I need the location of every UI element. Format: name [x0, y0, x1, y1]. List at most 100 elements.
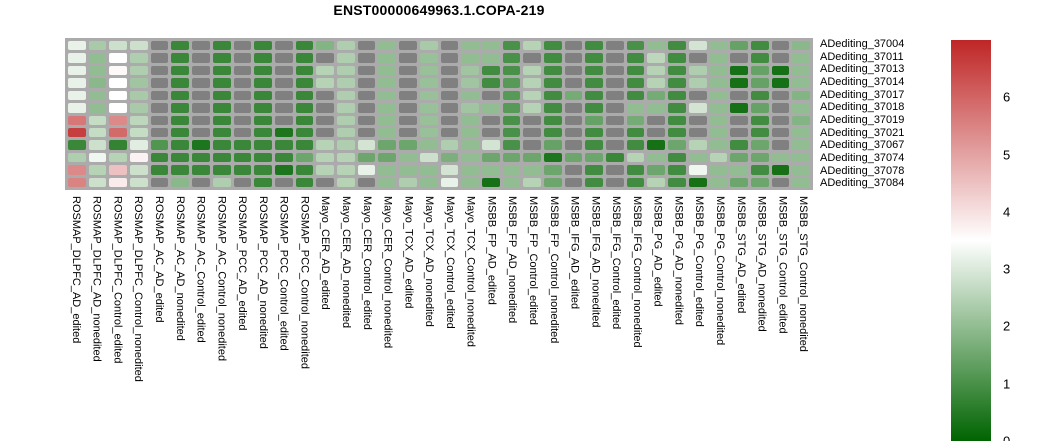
heatmap-cell: [606, 78, 624, 88]
row-label: ADediting_37017: [820, 88, 905, 101]
heatmap-cell: [771, 65, 790, 76]
heatmap-cell: [337, 177, 355, 187]
row-label: ADediting_37067: [820, 139, 905, 152]
heatmap-cell: [585, 165, 604, 175]
column-label: Mayo_CER_Control_edited: [360, 196, 373, 330]
heatmap-cell: [502, 115, 521, 125]
heatmap-cell: [337, 127, 355, 138]
heatmap-cell: [481, 103, 500, 113]
heatmap-cell: [481, 41, 500, 51]
heatmap-cell: [357, 177, 376, 187]
heatmap-cell: [792, 53, 810, 63]
heatmap-cell: [316, 41, 335, 51]
heatmap-cell: [254, 177, 272, 187]
heatmap-cell: [68, 127, 86, 138]
heatmap-cell: [357, 41, 376, 51]
heatmap-cell: [543, 152, 562, 163]
heatmap-cell: [564, 140, 583, 150]
heatmap-cell: [626, 90, 645, 101]
heatmap-cell: [792, 65, 810, 76]
colorbar-tick-label: 3: [1003, 261, 1011, 277]
heatmap-cell: [440, 115, 459, 125]
heatmap-cell: [316, 177, 335, 187]
heatmap-cell: [130, 65, 148, 76]
heatmap-cell: [606, 165, 624, 175]
heatmap-cell: [88, 152, 107, 163]
heatmap-cell: [68, 115, 86, 125]
heatmap-cell: [419, 53, 438, 63]
heatmap-cell: [709, 140, 728, 150]
column-label: Mayo_TCX_AD_edited: [402, 196, 415, 309]
heatmap-cell: [109, 103, 128, 113]
heatmap-cell: [523, 140, 541, 150]
heatmap-cell: [233, 140, 252, 150]
heatmap-cell: [543, 140, 562, 150]
heatmap-cell: [585, 103, 604, 113]
heatmap-cell: [523, 177, 541, 187]
heatmap-cell: [233, 103, 252, 113]
heatmap-cell: [254, 152, 272, 163]
heatmap-cell: [357, 152, 376, 163]
heatmap-cell: [88, 165, 107, 175]
heatmap-cell: [233, 115, 252, 125]
heatmap-cell: [440, 152, 459, 163]
heatmap-cell: [295, 177, 314, 187]
heatmap-cell: [337, 152, 355, 163]
heatmap-cell: [254, 53, 272, 63]
heatmap-cell: [212, 127, 231, 138]
heatmap-cell: [337, 53, 355, 63]
column-label: MSBB_PG_Control_nonedited: [713, 196, 726, 346]
heatmap-cell: [792, 41, 810, 51]
column-label: MSBB_PG_AD_nonedited: [672, 196, 685, 326]
column-label: ROSMAP_DLPFC_Control_nonedited: [132, 196, 145, 382]
heatmap-cell: [171, 165, 190, 175]
heatmap-cell: [440, 41, 459, 51]
heatmap-cell: [543, 165, 562, 175]
column-label: MSBB_STG_Control_edited: [776, 196, 789, 334]
heatmap-cell: [481, 53, 500, 63]
column-label: ROSMAP_DLPFC_AD_edited: [69, 196, 82, 344]
heatmap-cell: [316, 165, 335, 175]
heatmap-cell: [585, 177, 604, 187]
heatmap-cell: [419, 103, 438, 113]
heatmap-cell: [109, 140, 128, 150]
heatmap-cell: [502, 65, 521, 76]
column-label: Mayo_TCX_Control_edited: [443, 196, 456, 329]
heatmap-cell: [171, 140, 190, 150]
heatmap-cell: [130, 152, 148, 163]
heatmap-cell: [378, 140, 397, 150]
heatmap-cell: [88, 103, 107, 113]
heatmap-cell: [192, 90, 210, 101]
heatmap-cell: [337, 165, 355, 175]
heatmap-cell: [750, 140, 769, 150]
heatmap-cell: [192, 41, 210, 51]
heatmap-cell: [543, 65, 562, 76]
heatmap-cell: [647, 65, 666, 76]
colorbar-tick-label: 4: [1003, 204, 1011, 220]
heatmap-cell: [564, 65, 583, 76]
heatmap-cell: [792, 103, 810, 113]
heatmap-cell: [481, 152, 500, 163]
heatmap-cell: [295, 115, 314, 125]
heatmap-cell: [212, 177, 231, 187]
heatmap-cell: [668, 90, 686, 101]
heatmap-cell: [150, 65, 169, 76]
heatmap-cell: [337, 115, 355, 125]
heatmap-cell: [771, 41, 790, 51]
heatmap-cell: [378, 41, 397, 51]
heatmap-cell: [399, 152, 417, 163]
heatmap-cell: [688, 53, 707, 63]
heatmap-cell: [626, 53, 645, 63]
row-label: ADediting_37018: [820, 101, 905, 114]
heatmap-cell: [378, 90, 397, 101]
heatmap-cell: [647, 165, 666, 175]
heatmap-cell: [88, 78, 107, 88]
heatmap-cell: [606, 53, 624, 63]
colorbar-tick-label: 0: [1003, 433, 1011, 441]
heatmap-cell: [295, 140, 314, 150]
heatmap-cell: [212, 152, 231, 163]
column-label: ROSMAP_AC_AD_edited: [152, 196, 165, 323]
heatmap-cell: [171, 53, 190, 63]
heatmap-cell: [316, 78, 335, 88]
heatmap-cell: [378, 78, 397, 88]
